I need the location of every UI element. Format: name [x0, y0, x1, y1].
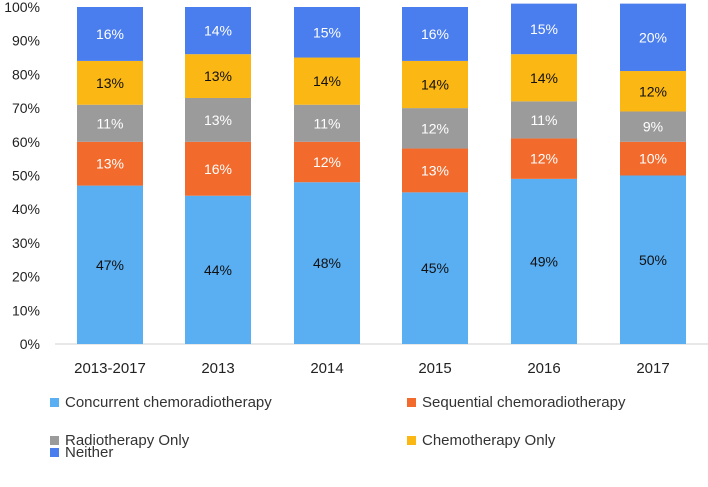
data-label: 15% — [313, 24, 341, 40]
bar-segment — [620, 175, 686, 344]
legend-item-neither: Neither — [50, 444, 113, 461]
data-label: 45% — [421, 260, 449, 276]
legend-item-chemotherapy: Chemotherapy Only — [407, 432, 555, 449]
y-tick-label: 0% — [20, 336, 40, 352]
bar-segment — [402, 108, 468, 149]
bar-segment — [77, 141, 143, 186]
data-label: 12% — [639, 83, 667, 99]
bar-segment — [294, 57, 360, 105]
data-label: 11% — [314, 115, 341, 131]
legend-item-radiotherapy: Radiotherapy Only — [50, 432, 189, 449]
bar-segment — [402, 148, 468, 193]
legend: Concurrent chemoradiotherapy Sequential … — [0, 390, 708, 487]
data-label: 12% — [421, 120, 449, 136]
data-label: 11% — [97, 115, 124, 131]
data-label: 12% — [313, 154, 341, 170]
x-tick-label: 2013 — [201, 360, 234, 377]
y-tick-label: 80% — [12, 66, 40, 82]
data-label: 13% — [96, 156, 124, 172]
data-label: 14% — [530, 70, 558, 86]
data-label: 13% — [96, 75, 124, 91]
y-tick-label: 10% — [12, 302, 40, 318]
legend-label-neither: Neither — [65, 444, 114, 461]
legend-swatch-radiotherapy — [50, 436, 59, 445]
bar-segment — [511, 138, 577, 179]
bar-segment — [294, 182, 360, 344]
data-label: 16% — [204, 161, 232, 177]
data-label: 14% — [313, 73, 341, 89]
x-tick-label: 2017 — [636, 360, 669, 377]
bar-segment — [620, 111, 686, 142]
bars-group: 47% 13% 11% 13% 16% 44% 16% 13% 13% 14% 48% 12% 11% 1… — [77, 3, 686, 344]
bar-segment — [294, 104, 360, 142]
data-label: 47% — [96, 257, 124, 273]
bar-segment — [77, 185, 143, 344]
x-axis-ticks: 2013-2017 2013 2014 2015 2016 2017 — [74, 360, 670, 377]
bar-segment — [77, 60, 143, 105]
bar-segment — [511, 54, 577, 102]
bar-segment — [511, 3, 577, 55]
bar-segment — [620, 3, 686, 72]
y-tick-label: 90% — [12, 33, 40, 49]
legend-swatch-neither — [50, 448, 59, 457]
y-tick-label: 70% — [12, 100, 40, 116]
y-axis-ticks: 0% 10% 20% 30% 40% 50% 60% 70% 80% 90% 100% — [4, 0, 40, 352]
bar-segment — [185, 195, 251, 344]
data-label: 13% — [421, 162, 449, 178]
y-tick-label: 20% — [12, 269, 40, 285]
bar-segment — [294, 141, 360, 183]
legend-label-chemotherapy: Chemotherapy Only — [422, 432, 556, 449]
x-tick-label: 2014 — [310, 360, 343, 377]
bar-segment — [511, 101, 577, 139]
data-label: 13% — [204, 68, 232, 84]
bar-segment — [294, 7, 360, 58]
bar-segment — [620, 71, 686, 112]
data-label: 14% — [421, 77, 449, 93]
legend-swatch-sequential — [407, 398, 416, 407]
bar-segment — [185, 7, 251, 55]
bar-segment — [77, 104, 143, 142]
bar-segment — [511, 178, 577, 344]
bar-segment — [77, 7, 143, 61]
data-label: 44% — [204, 262, 232, 278]
x-tick-label: 2015 — [418, 360, 451, 377]
data-label: 11% — [531, 112, 558, 128]
data-label: 50% — [639, 252, 667, 268]
x-tick-label: 2016 — [527, 360, 560, 377]
data-label: 14% — [204, 23, 232, 39]
bar-segment — [185, 141, 251, 196]
data-label: 10% — [639, 151, 667, 167]
x-tick-label: 2013-2017 — [74, 360, 146, 377]
data-label: 16% — [421, 26, 449, 42]
bar-segment — [402, 60, 468, 109]
legend-item-sequential: Sequential chemoradiotherapy — [407, 394, 625, 411]
y-tick-label: 30% — [12, 235, 40, 251]
legend-swatch-concurrent — [50, 398, 59, 407]
legend-label-sequential: Sequential chemoradiotherapy — [422, 394, 626, 411]
y-tick-label: 50% — [12, 168, 40, 184]
data-label: 12% — [530, 151, 558, 167]
y-tick-label: 60% — [12, 134, 40, 150]
data-label: 16% — [96, 26, 124, 42]
bar-segment — [402, 7, 468, 61]
legend-label-concurrent: Concurrent chemoradiotherapy — [65, 394, 272, 411]
bar-segment — [185, 54, 251, 98]
bar-segment — [185, 97, 251, 142]
bar-segment — [620, 141, 686, 176]
legend-label-radiotherapy: Radiotherapy Only — [65, 432, 190, 449]
data-label: 13% — [204, 112, 232, 128]
data-label: 15% — [530, 21, 558, 37]
data-label: 9% — [643, 119, 663, 135]
data-label: 48% — [313, 255, 341, 271]
y-tick-label: 40% — [12, 201, 40, 217]
data-label: 49% — [530, 253, 558, 269]
legend-swatch-chemotherapy — [407, 436, 416, 445]
y-tick-label: 100% — [4, 0, 40, 15]
data-label: 20% — [639, 29, 667, 45]
bar-segment — [402, 192, 468, 344]
legend-item-concurrent: Concurrent chemoradiotherapy — [50, 394, 272, 411]
